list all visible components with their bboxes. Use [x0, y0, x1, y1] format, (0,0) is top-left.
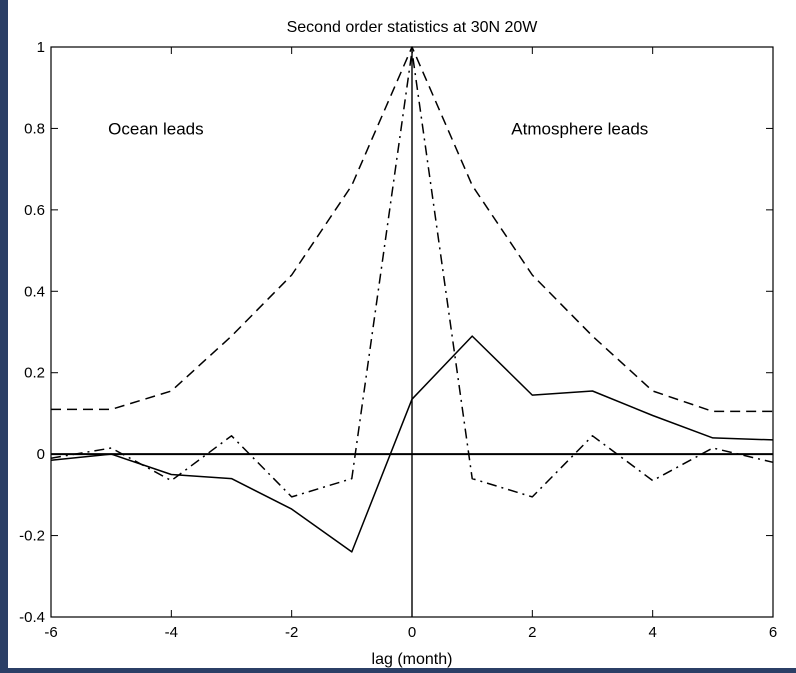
- y-tick-label: -0.4: [19, 609, 45, 626]
- chart-title: Second order statistics at 30N 20W: [287, 19, 539, 36]
- series-layer: [50, 46, 774, 553]
- x-tick-label: -6: [44, 624, 57, 641]
- y-tick-label: 0.2: [24, 365, 45, 382]
- series-line-solid: [50, 335, 774, 553]
- y-tick-label: 0.6: [24, 202, 45, 219]
- chart-svg: Second order statistics at 30N 20W -6 -4-…: [19, 19, 777, 668]
- chart-figure: Second order statistics at 30N 20W -6 -4-…: [8, 0, 796, 668]
- series-line-dashed: [51, 46, 773, 413]
- x-tick-label: 6: [769, 624, 777, 641]
- chart-annotation: Ocean leads: [108, 119, 203, 138]
- x-tick-label: -2: [285, 624, 298, 641]
- x-tick-label: 0: [408, 624, 416, 641]
- x-tick-label: -4: [165, 624, 178, 641]
- annotations: Ocean leads Atmosphere leads: [108, 119, 648, 138]
- reference-lines: [51, 47, 773, 617]
- y-tick-label: -0.2: [19, 528, 45, 545]
- y-tick-label: 0: [37, 446, 45, 463]
- y-tick-label: 1: [37, 39, 45, 56]
- y-tick-label: 0.8: [24, 120, 45, 137]
- x-axis-label: lag (month): [372, 651, 453, 668]
- x-tick-label: 4: [648, 624, 656, 641]
- y-tick-label: 0.4: [24, 283, 45, 300]
- x-tick-label: 2: [528, 624, 536, 641]
- chart-annotation: Atmosphere leads: [511, 119, 648, 138]
- axis-ticks: -6 -4 -2 0 2 4 6 -0.4 -0.2 0 0.2 0.4 0.6 0.8 1: [19, 39, 777, 641]
